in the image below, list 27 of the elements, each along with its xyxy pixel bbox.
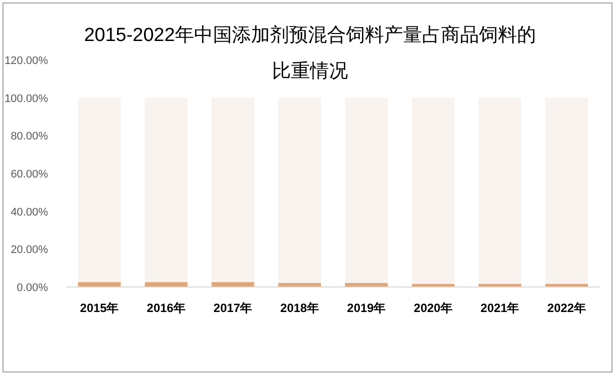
chart-title: 2015-2022年中国添加剂预混合饲料产量占商品饲料的比重情况 bbox=[83, 24, 537, 84]
y-tick-label: 40.00% bbox=[10, 206, 48, 218]
x-tick-label: 2021年 bbox=[480, 301, 520, 315]
bar bbox=[545, 98, 588, 284]
bar bbox=[412, 98, 454, 284]
bar bbox=[144, 98, 188, 282]
bar bbox=[278, 98, 321, 283]
y-tick-label: 60.00% bbox=[10, 168, 48, 180]
x-tick-label: 2020年 bbox=[414, 301, 452, 315]
bar bbox=[345, 98, 388, 283]
bar bbox=[78, 98, 121, 282]
y-tick-label: 100.00% bbox=[4, 92, 48, 105]
x-tick-label: 2019年 bbox=[347, 301, 386, 315]
bar bbox=[212, 98, 254, 282]
y-tick-label: 20.00% bbox=[10, 244, 48, 256]
bar bbox=[144, 282, 188, 287]
x-tick-label: 2017年 bbox=[214, 301, 252, 315]
bar bbox=[478, 98, 522, 284]
y-tick-label: 80.00% bbox=[10, 130, 48, 143]
x-tick-label: 2022年 bbox=[547, 301, 586, 315]
x-tick-label: 2016年 bbox=[146, 301, 186, 315]
x-tick-label: 2015年 bbox=[80, 301, 119, 315]
x-tick-label: 2018年 bbox=[280, 301, 319, 315]
y-tick-label: 120.00% bbox=[4, 55, 48, 67]
bar bbox=[78, 282, 121, 287]
y-tick-label: 0.00% bbox=[16, 282, 48, 294]
bar bbox=[212, 282, 254, 287]
